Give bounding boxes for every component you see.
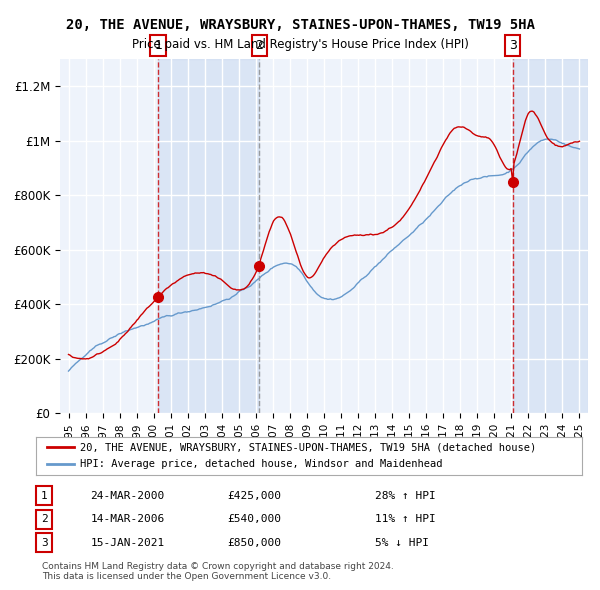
- Text: £540,000: £540,000: [227, 514, 281, 524]
- Text: 20, THE AVENUE, WRAYSBURY, STAINES-UPON-THAMES, TW19 5HA (detached house): 20, THE AVENUE, WRAYSBURY, STAINES-UPON-…: [80, 442, 536, 453]
- Text: 20, THE AVENUE, WRAYSBURY, STAINES-UPON-THAMES, TW19 5HA: 20, THE AVENUE, WRAYSBURY, STAINES-UPON-…: [65, 18, 535, 32]
- Text: 3: 3: [509, 39, 517, 52]
- Text: 1: 1: [41, 491, 47, 500]
- Text: 1: 1: [154, 39, 162, 52]
- Bar: [512, 59, 588, 413]
- Text: 2: 2: [41, 514, 47, 524]
- Bar: [158, 59, 259, 413]
- Text: 2: 2: [256, 39, 263, 52]
- Text: 5% ↓ HPI: 5% ↓ HPI: [374, 538, 428, 548]
- Text: 3: 3: [41, 538, 47, 548]
- Text: HPI: Average price, detached house, Windsor and Maidenhead: HPI: Average price, detached house, Wind…: [80, 459, 442, 469]
- Text: 11% ↑ HPI: 11% ↑ HPI: [374, 514, 435, 524]
- Text: £425,000: £425,000: [227, 491, 281, 500]
- Text: 15-JAN-2021: 15-JAN-2021: [91, 538, 165, 548]
- Text: Price paid vs. HM Land Registry's House Price Index (HPI): Price paid vs. HM Land Registry's House …: [131, 38, 469, 51]
- Text: 14-MAR-2006: 14-MAR-2006: [91, 514, 165, 524]
- Text: £850,000: £850,000: [227, 538, 281, 548]
- Text: 24-MAR-2000: 24-MAR-2000: [91, 491, 165, 500]
- Text: Contains HM Land Registry data © Crown copyright and database right 2024.
This d: Contains HM Land Registry data © Crown c…: [42, 562, 394, 581]
- Text: 28% ↑ HPI: 28% ↑ HPI: [374, 491, 435, 500]
